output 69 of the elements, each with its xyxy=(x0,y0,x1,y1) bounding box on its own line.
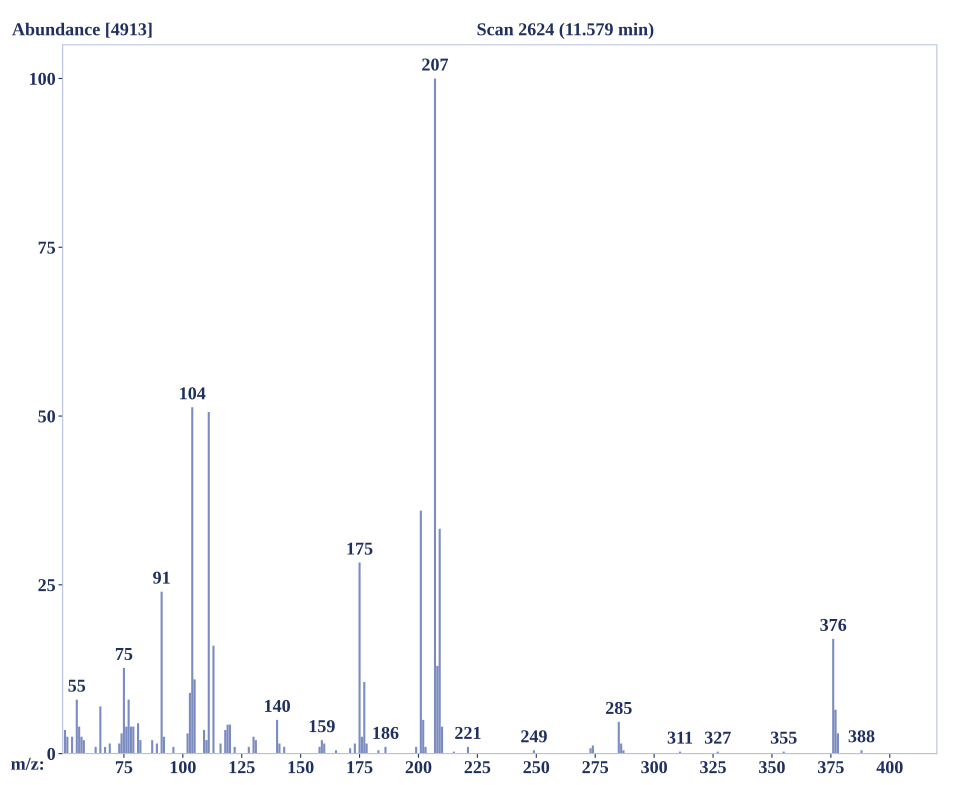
chart-title: Scan 2624 (11.579 min) xyxy=(478,22,654,40)
annotation: 355 xyxy=(770,732,797,744)
bar xyxy=(82,740,85,754)
bar xyxy=(108,743,111,754)
bar xyxy=(358,562,361,754)
bar xyxy=(434,78,436,754)
annotation: 249 xyxy=(521,730,547,742)
annotation: 207 xyxy=(422,58,448,71)
bar xyxy=(160,592,163,754)
x-tick-label: 75 xyxy=(116,761,132,774)
annotation: 91 xyxy=(153,572,170,584)
annotation: 140 xyxy=(265,700,290,712)
x-axis-title: m/z: xyxy=(11,758,44,770)
x-tick-label: 100 xyxy=(170,761,196,774)
annotation: 175 xyxy=(347,542,372,555)
bar xyxy=(363,682,366,754)
x-tick-label: 250 xyxy=(524,761,550,774)
x-tick-label: 175 xyxy=(347,761,372,774)
annotation: 221 xyxy=(455,726,481,739)
x-tick-label: 350 xyxy=(759,761,785,774)
annotation: 376 xyxy=(820,618,846,631)
bar xyxy=(64,730,66,754)
bar xyxy=(122,668,125,754)
bar xyxy=(151,740,154,754)
x-tick-label: 125 xyxy=(230,761,255,774)
annotation: 55 xyxy=(68,680,86,692)
bar xyxy=(132,726,134,754)
bar xyxy=(323,743,326,754)
bar xyxy=(208,412,210,754)
bar xyxy=(128,700,130,754)
bar xyxy=(320,740,323,754)
y-tick-label: 75 xyxy=(38,242,56,254)
annotation: 311 xyxy=(668,732,692,744)
bar xyxy=(252,736,255,754)
bar xyxy=(438,528,441,754)
bar xyxy=(254,740,257,754)
annotation: 159 xyxy=(310,720,335,732)
bar xyxy=(191,407,194,754)
x-tick-label: 375 xyxy=(818,761,844,774)
bar xyxy=(71,736,74,754)
bar xyxy=(618,722,620,754)
annotation: 285 xyxy=(606,702,632,714)
y-tick-label: 50 xyxy=(38,410,56,422)
y-axis-title: Abundance [4913] xyxy=(12,22,152,38)
bar xyxy=(212,646,215,754)
annotation: 75 xyxy=(116,648,132,660)
bar xyxy=(76,700,78,754)
bar xyxy=(99,706,102,754)
x-tick-label: 275 xyxy=(582,761,608,774)
x-tick-label: 200 xyxy=(406,761,432,774)
y-tick-label: 0 xyxy=(47,748,56,760)
y-tick-label: 25 xyxy=(38,579,56,592)
x-tick-label: 300 xyxy=(641,761,667,774)
bar xyxy=(226,724,229,754)
x-tick-label: 225 xyxy=(464,761,490,774)
x-tick-label: 325 xyxy=(700,761,726,774)
y-tick-label: 100 xyxy=(30,72,56,85)
bar xyxy=(420,510,422,754)
bar xyxy=(228,724,232,754)
bar xyxy=(202,730,206,754)
x-tick-label: 400 xyxy=(876,761,903,774)
bar xyxy=(832,638,834,754)
bar xyxy=(137,723,140,754)
annotation: 388 xyxy=(848,730,874,742)
bar xyxy=(276,720,278,754)
annotation: 186 xyxy=(373,726,399,740)
annotation: 327 xyxy=(704,732,731,744)
x-tick-label: 150 xyxy=(288,761,314,774)
annotation: 104 xyxy=(180,387,206,400)
